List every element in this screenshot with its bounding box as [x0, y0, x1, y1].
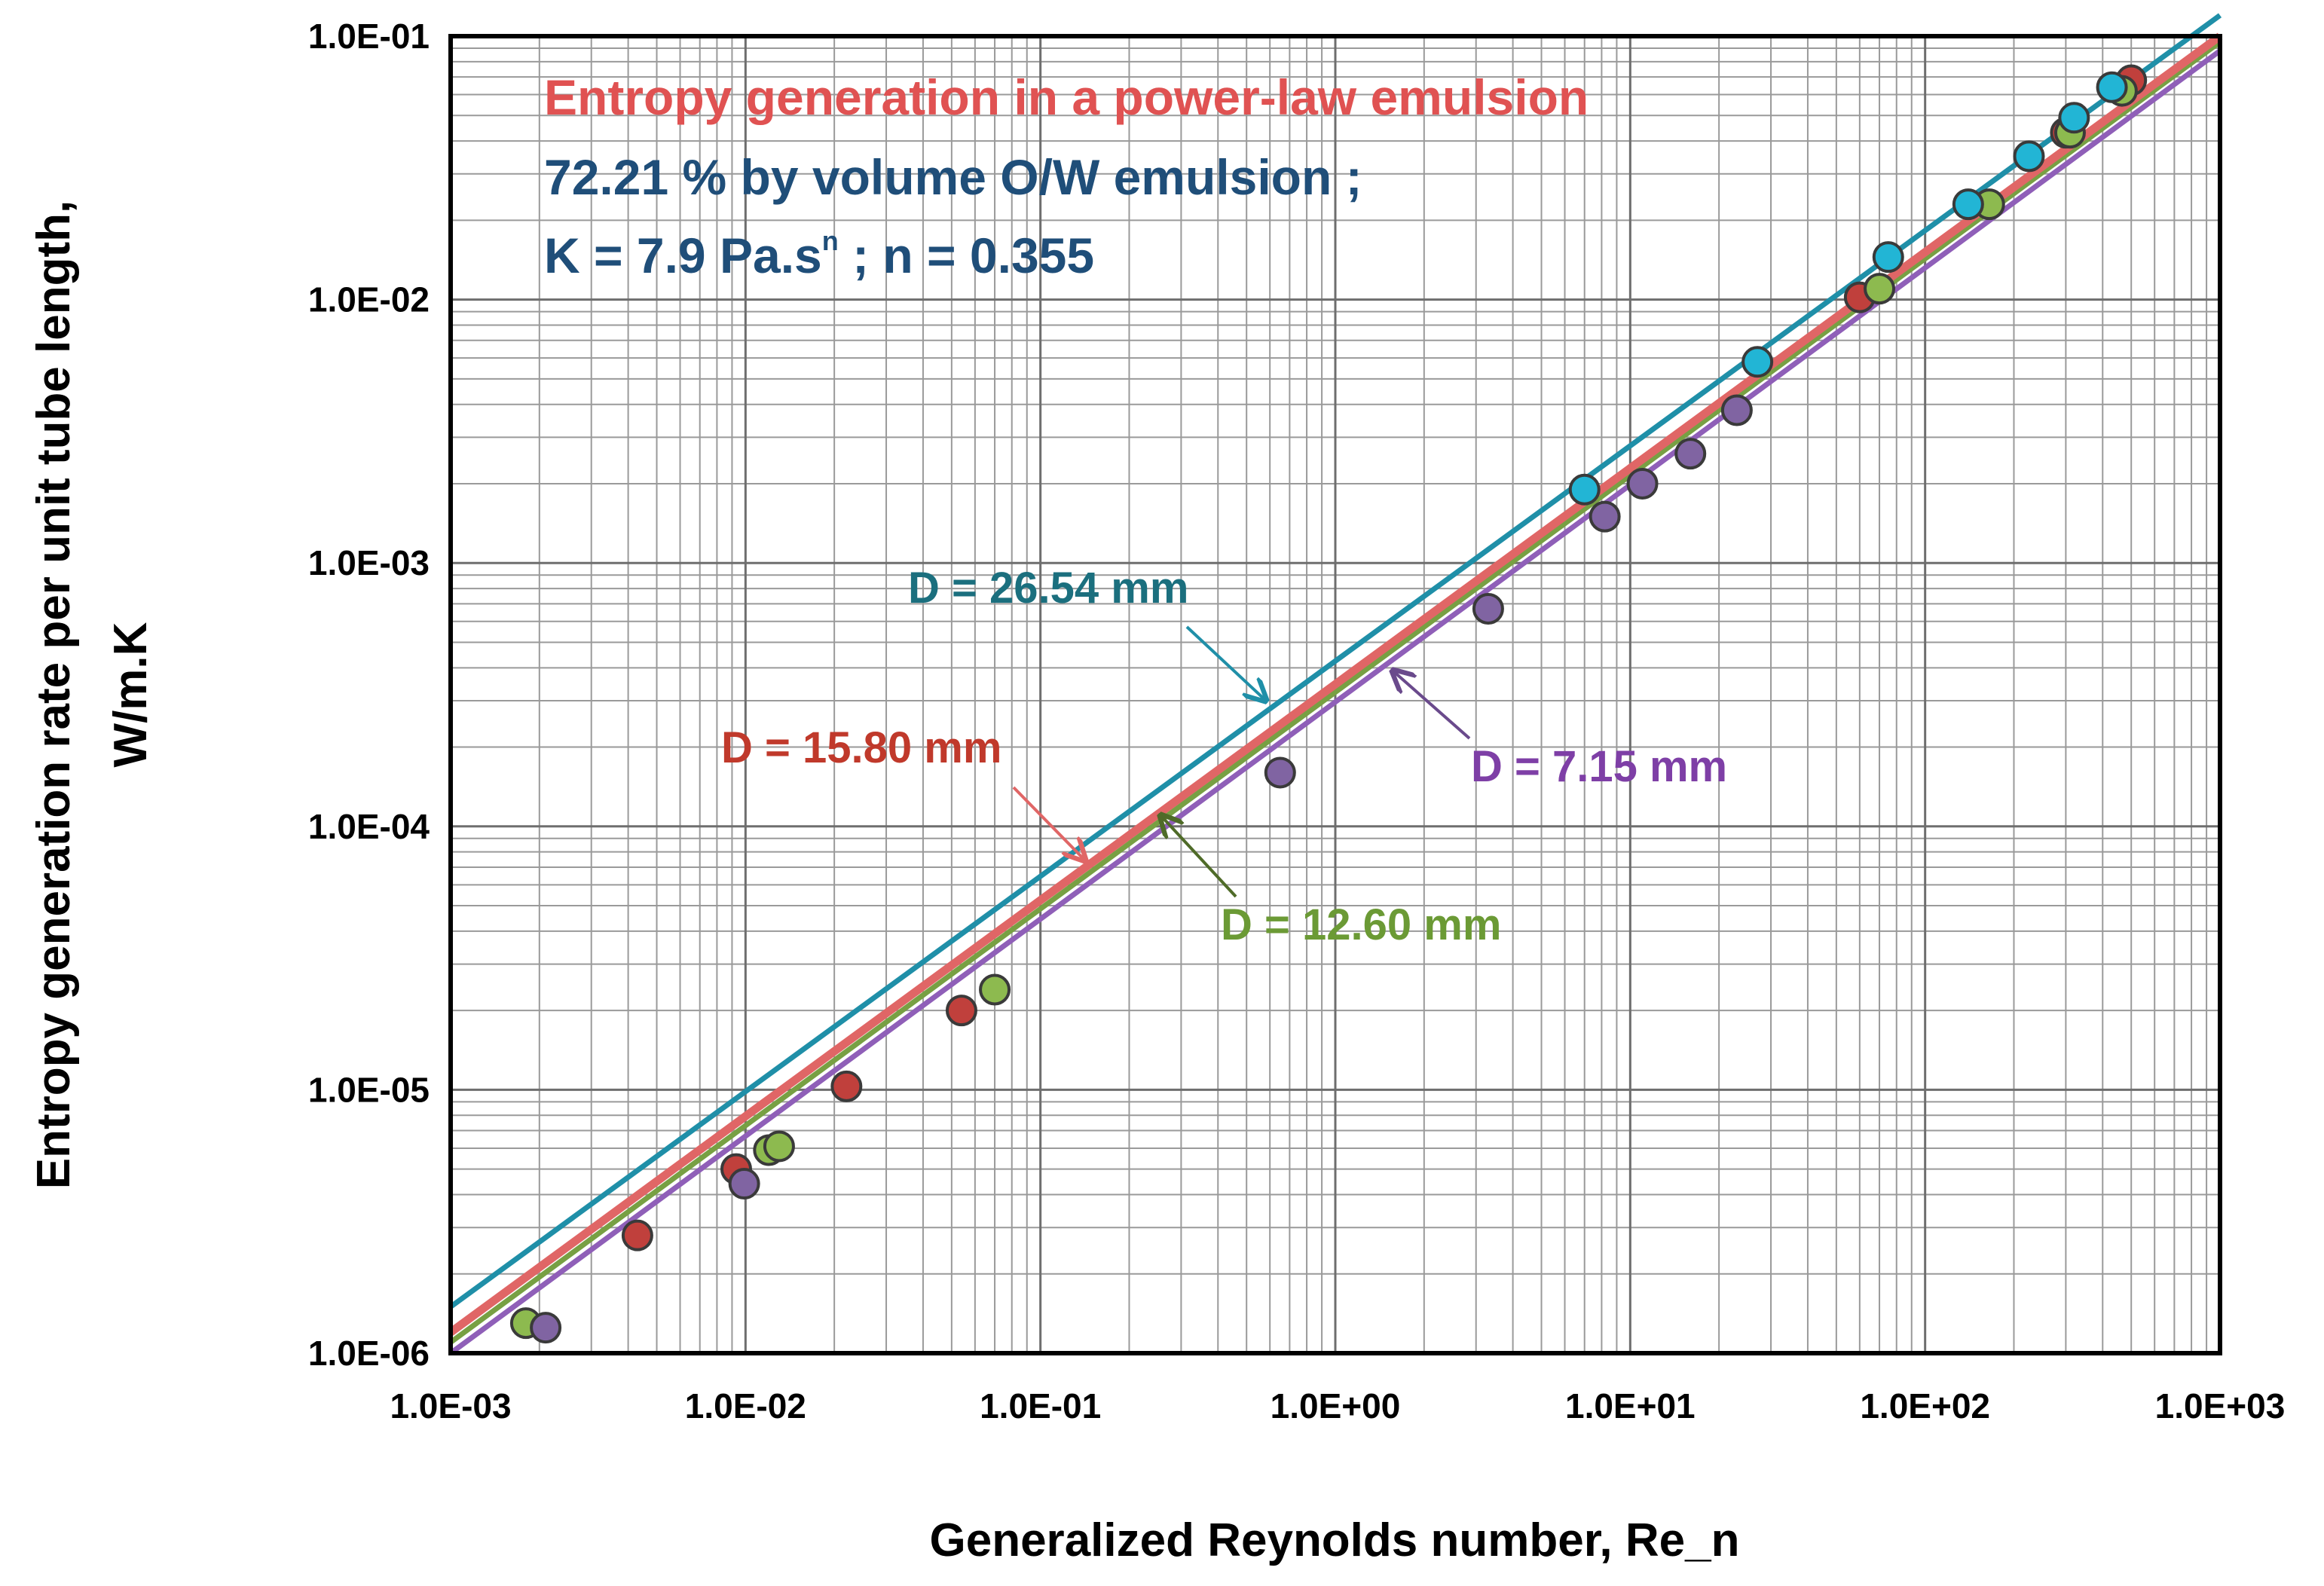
point-d26 — [2096, 71, 2128, 103]
fit-line-d15 — [448, 32, 2223, 1336]
point-d12 — [1864, 273, 1896, 305]
arrow-d7 — [1393, 671, 1471, 740]
x-tick-label: 1.0E+02 — [1860, 1386, 1990, 1426]
fit-line-d7 — [448, 48, 2222, 1355]
point-d26 — [2013, 140, 2045, 173]
arrow-d26 — [1185, 625, 1266, 701]
annotation-d12: D = 12.60 mm — [1221, 900, 1501, 949]
annotation-d26: D = 26.54 mm — [908, 564, 1188, 613]
y-axis-title-line2: W/m.K — [105, 622, 157, 767]
point-d7 — [1674, 438, 1707, 470]
point-d12 — [763, 1130, 795, 1163]
y-axis-title-line1: Entropy generation rate per unit tube le… — [28, 200, 80, 1189]
x-tick-label: 1.0E+00 — [1271, 1386, 1401, 1426]
chart-subtitle: 72.21 % by volume O/W emulsion ; — [544, 149, 1362, 205]
x-tick-label: 1.0E+01 — [1565, 1386, 1696, 1426]
point-d7 — [1720, 394, 1753, 426]
chart-parameters: K = 7.9 Pa.sn ; n = 0.355 — [544, 225, 1094, 283]
y-tick-label: 1.0E-06 — [308, 1334, 430, 1373]
series-annotations: D = 26.54 mm D = 15.80 mm D = 12.60 mm D… — [721, 564, 1727, 949]
fit-line-d26 — [448, 13, 2222, 1309]
y-tick-label: 1.0E-01 — [308, 17, 430, 56]
annotation-d15: D = 15.80 mm — [721, 723, 1001, 772]
point-d7 — [1472, 593, 1504, 625]
param-superscript: n — [822, 225, 839, 256]
x-tick-label: 1.0E+03 — [2155, 1386, 2286, 1426]
chart-title-block: Entropy generation in a power-law emulsi… — [544, 69, 1589, 283]
y-tick-label: 1.0E-02 — [308, 280, 430, 319]
point-d26 — [1568, 473, 1601, 506]
point-d7 — [530, 1312, 562, 1344]
point-d26 — [1952, 188, 1984, 221]
point-d12 — [979, 973, 1011, 1006]
chart-title: Entropy generation in a power-law emulsi… — [544, 69, 1589, 125]
annotation-d7: D = 7.15 mm — [1471, 742, 1727, 791]
y-axis-title: Entropy generation rate per unit tube le… — [28, 200, 157, 1189]
point-d26 — [1741, 346, 1774, 378]
point-d26 — [2058, 102, 2090, 134]
point-d15 — [945, 995, 977, 1027]
y-tick-label: 1.0E-03 — [308, 543, 430, 582]
point-d15 — [830, 1070, 863, 1102]
x-tick-label: 1.0E-01 — [980, 1386, 1101, 1426]
point-d7 — [1589, 500, 1621, 533]
param-n: ; n = 0.355 — [839, 228, 1094, 283]
arrow-d15 — [1012, 786, 1085, 860]
x-tick-label: 1.0E-03 — [390, 1386, 511, 1426]
point-d26 — [1872, 241, 1904, 274]
x-axis-title: Generalized Reynolds number, Re_n — [930, 1514, 1740, 1566]
x-tick-label: 1.0E-02 — [685, 1386, 806, 1426]
param-k: K = 7.9 Pa.s — [544, 228, 822, 283]
fit-lines — [448, 13, 2223, 1355]
point-d7 — [1264, 756, 1296, 789]
plot-frame — [448, 34, 2222, 1355]
point-d7 — [1626, 467, 1659, 500]
arrow-d12 — [1160, 815, 1237, 898]
point-d15 — [621, 1219, 653, 1251]
y-tick-label: 1.0E-04 — [308, 807, 430, 846]
point-d7 — [728, 1168, 760, 1200]
x-tick-labels: 1.0E-03 1.0E-02 1.0E-01 1.0E+00 1.0E+01 1.0E+… — [390, 1386, 2285, 1426]
data-points — [509, 64, 2148, 1344]
y-tick-labels: 1.0E-06 1.0E-05 1.0E-04 1.0E-03 1.0E-02 1.0E-… — [308, 17, 430, 1373]
y-tick-label: 1.0E-05 — [308, 1070, 430, 1109]
fit-line-d12 — [448, 39, 2222, 1345]
